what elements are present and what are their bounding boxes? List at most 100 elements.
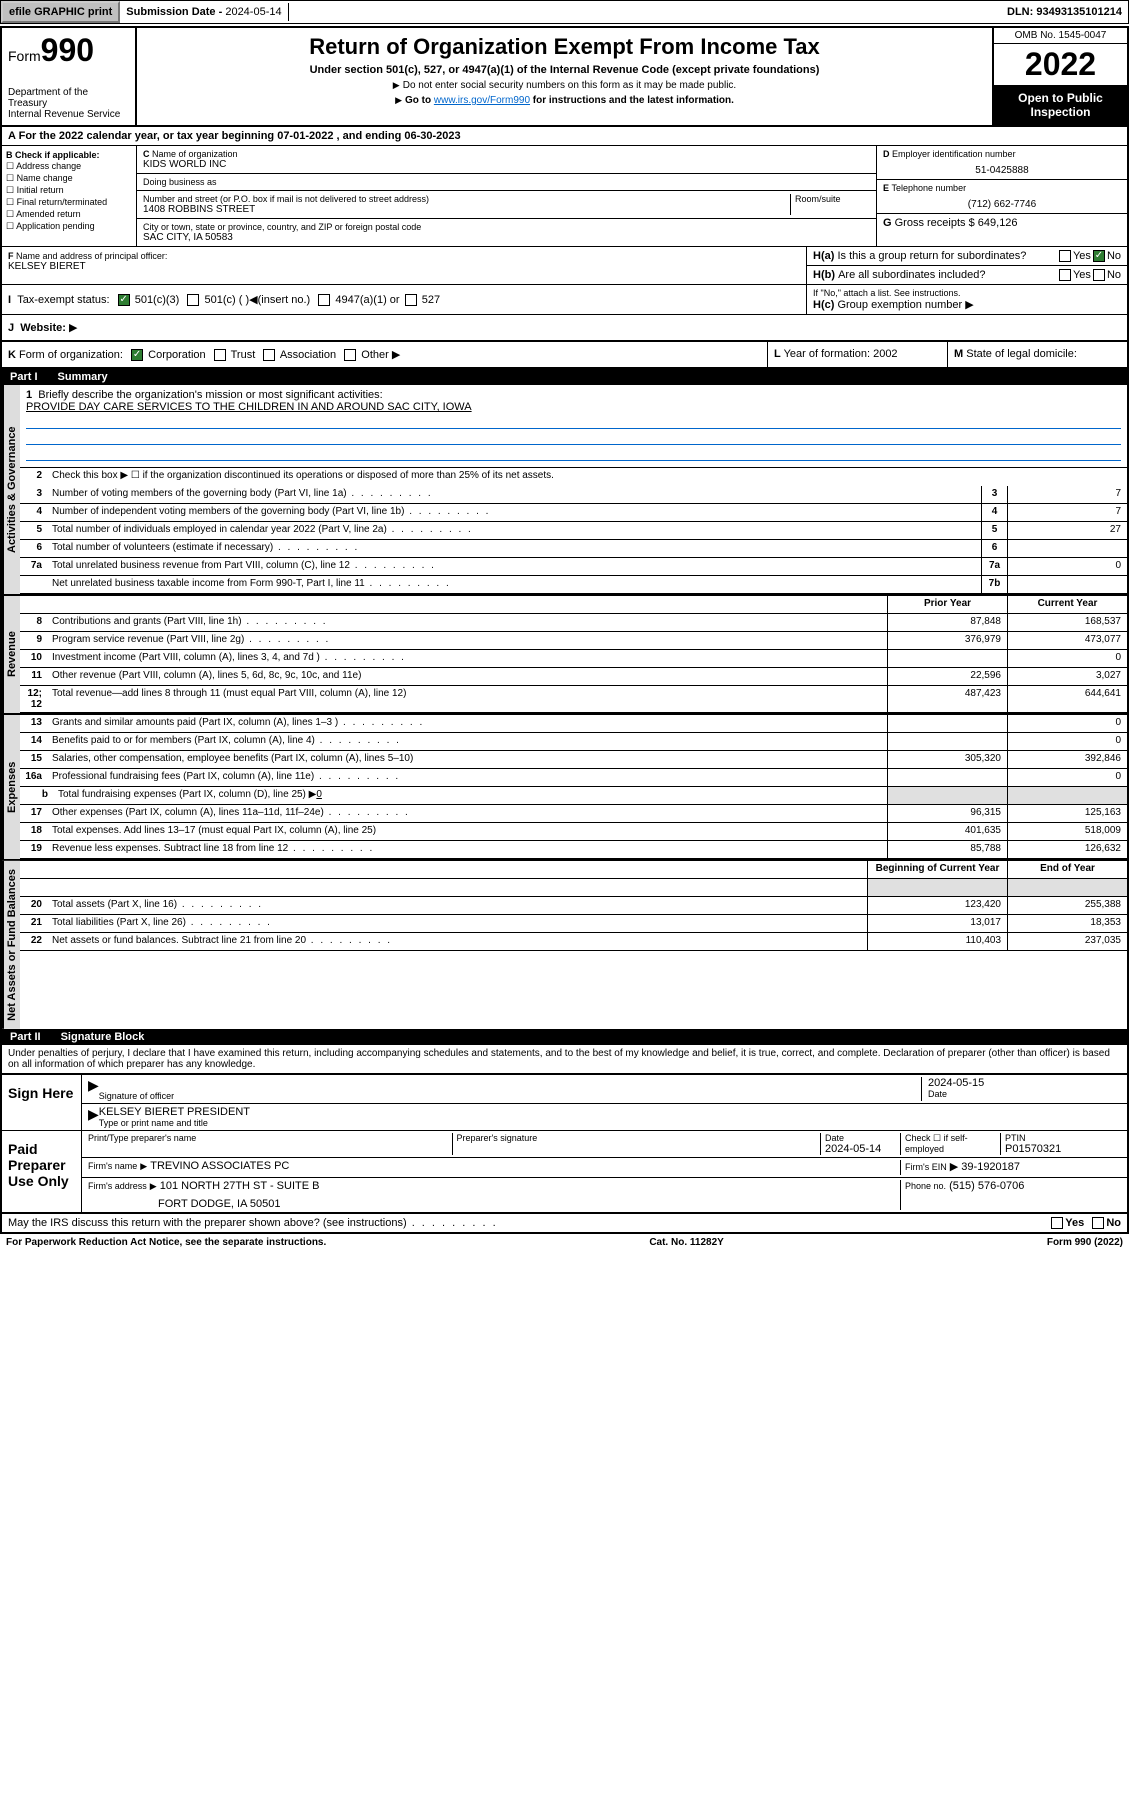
p22: 110,403 bbox=[867, 933, 1007, 950]
val-5: 27 bbox=[1007, 522, 1127, 539]
chk-trust[interactable] bbox=[214, 349, 226, 361]
chk-address-change[interactable]: ☐ Address change bbox=[6, 161, 132, 172]
paid-preparer-label: Paid Preparer Use Only bbox=[2, 1131, 82, 1212]
p12: 487,423 bbox=[887, 686, 1007, 712]
open-to-public: Open to Public Inspection bbox=[994, 85, 1127, 125]
chk-name-change[interactable]: ☐ Name change bbox=[6, 173, 132, 184]
chk-527[interactable] bbox=[405, 294, 417, 306]
dept-treasury: Department of the Treasury bbox=[8, 87, 129, 109]
arrow-icon: ▶ bbox=[88, 1077, 99, 1101]
val-4: 7 bbox=[1007, 504, 1127, 521]
p8: 87,848 bbox=[887, 614, 1007, 631]
val-6 bbox=[1007, 540, 1127, 557]
p10 bbox=[887, 650, 1007, 667]
section-d-e-g: D Employer identification number51-04258… bbox=[877, 146, 1127, 246]
chk-assoc[interactable] bbox=[263, 349, 275, 361]
firm-addr2: FORT DODGE, IA 50501 bbox=[158, 1198, 900, 1210]
chk-4947[interactable] bbox=[318, 294, 330, 306]
c13: 0 bbox=[1007, 715, 1127, 732]
expenses-section: Expenses 13Grants and similar amounts pa… bbox=[2, 715, 1127, 861]
form-ref: Form 990 (2022) bbox=[1047, 1237, 1123, 1248]
part1-header: Part ISummary bbox=[2, 369, 1127, 385]
c19: 126,632 bbox=[1007, 841, 1127, 858]
org-address: 1408 ROBBINS STREET bbox=[143, 204, 790, 215]
c14: 0 bbox=[1007, 733, 1127, 750]
p15: 305,320 bbox=[887, 751, 1007, 768]
phone: (712) 662-7746 bbox=[883, 199, 1121, 210]
form-number: Form990 bbox=[8, 32, 129, 69]
val-3: 7 bbox=[1007, 486, 1127, 503]
tab-revenue: Revenue bbox=[2, 596, 20, 713]
p20: 123,420 bbox=[867, 897, 1007, 914]
top-bar: efile GRAPHIC print Submission Date - 20… bbox=[0, 0, 1129, 24]
arrow-icon: ▶ bbox=[88, 1106, 99, 1128]
p18: 401,635 bbox=[887, 823, 1007, 840]
p16a bbox=[887, 769, 1007, 786]
activities-governance: Activities & Governance 1 Briefly descri… bbox=[2, 385, 1127, 596]
ein: 51-0425888 bbox=[883, 165, 1121, 176]
c18: 518,009 bbox=[1007, 823, 1127, 840]
omb-number: OMB No. 1545-0047 bbox=[994, 28, 1127, 44]
p17: 96,315 bbox=[887, 805, 1007, 822]
irs-link[interactable]: www.irs.gov/Form990 bbox=[434, 95, 530, 106]
val-7a: 0 bbox=[1007, 558, 1127, 575]
chk-final-return[interactable]: ☐ Final return/terminated bbox=[6, 197, 132, 208]
org-city: SAC CITY, IA 50583 bbox=[143, 232, 870, 243]
c16a: 0 bbox=[1007, 769, 1127, 786]
pra-notice: For Paperwork Reduction Act Notice, see … bbox=[6, 1237, 326, 1248]
c22: 237,035 bbox=[1007, 933, 1127, 950]
chk-hb-no[interactable] bbox=[1093, 269, 1105, 281]
tab-governance: Activities & Governance bbox=[2, 385, 20, 594]
note-ssn: Do not enter social security numbers on … bbox=[143, 80, 986, 91]
form-header: Form990 Department of the Treasury Inter… bbox=[0, 26, 1129, 127]
c8: 168,537 bbox=[1007, 614, 1127, 631]
note-link: Go to www.irs.gov/Form990 for instructio… bbox=[143, 95, 986, 106]
cat-number: Cat. No. 11282Y bbox=[649, 1237, 723, 1248]
firm-phone: (515) 576-0706 bbox=[949, 1180, 1024, 1192]
chk-501c3[interactable] bbox=[118, 294, 130, 306]
chk-discuss-no[interactable] bbox=[1092, 1217, 1104, 1229]
c15: 392,846 bbox=[1007, 751, 1127, 768]
p14 bbox=[887, 733, 1007, 750]
section-c: C Name of organizationKIDS WORLD INC Doi… bbox=[137, 146, 877, 246]
efile-print-button[interactable]: efile GRAPHIC print bbox=[1, 1, 120, 23]
fundraising-exp: 0 bbox=[316, 789, 322, 800]
perjury-declaration: Under penalties of perjury, I declare th… bbox=[2, 1045, 1127, 1073]
form-subtitle: Under section 501(c), 527, or 4947(a)(1)… bbox=[143, 64, 986, 76]
org-name: KIDS WORLD INC bbox=[143, 159, 870, 170]
prep-date: 2024-05-14 bbox=[825, 1143, 900, 1155]
form-body: A For the 2022 calendar year, or tax yea… bbox=[0, 127, 1129, 1075]
c10: 0 bbox=[1007, 650, 1127, 667]
c12: 644,641 bbox=[1007, 686, 1127, 712]
tax-year: 2022 bbox=[994, 44, 1127, 85]
section-b: B Check if applicable: ☐ Address change … bbox=[2, 146, 137, 246]
p9: 376,979 bbox=[887, 632, 1007, 649]
c20: 255,388 bbox=[1007, 897, 1127, 914]
chk-amended[interactable]: ☐ Amended return bbox=[6, 209, 132, 220]
mission-text: PROVIDE DAY CARE SERVICES TO THE CHILDRE… bbox=[26, 401, 1121, 413]
c11: 3,027 bbox=[1007, 668, 1127, 685]
net-assets-section: Net Assets or Fund Balances Beginning of… bbox=[2, 861, 1127, 1029]
chk-app-pending[interactable]: ☐ Application pending bbox=[6, 221, 132, 232]
part2-header: Part IISignature Block bbox=[2, 1029, 1127, 1045]
line-a-taxyear: A For the 2022 calendar year, or tax yea… bbox=[2, 127, 1127, 146]
tab-expenses: Expenses bbox=[2, 715, 20, 859]
principal-officer: KELSEY BIERET bbox=[8, 261, 800, 272]
chk-ha-yes[interactable] bbox=[1059, 250, 1071, 262]
dln: DLN: 93493135101214 bbox=[1001, 3, 1128, 21]
chk-discuss-yes[interactable] bbox=[1051, 1217, 1063, 1229]
irs-label: Internal Revenue Service bbox=[8, 109, 129, 120]
val-7b bbox=[1007, 576, 1127, 593]
tab-net-assets: Net Assets or Fund Balances bbox=[2, 861, 20, 1029]
chk-other[interactable] bbox=[344, 349, 356, 361]
chk-hb-yes[interactable] bbox=[1059, 269, 1071, 281]
firm-ein: 39-1920187 bbox=[961, 1161, 1020, 1173]
chk-501c[interactable] bbox=[187, 294, 199, 306]
chk-initial-return[interactable]: ☐ Initial return bbox=[6, 185, 132, 196]
officer-name-title: KELSEY BIERET PRESIDENT bbox=[99, 1106, 1121, 1118]
chk-ha-no[interactable] bbox=[1093, 250, 1105, 262]
sign-here-label: Sign Here bbox=[2, 1075, 82, 1130]
c9: 473,077 bbox=[1007, 632, 1127, 649]
page-footer: For Paperwork Reduction Act Notice, see … bbox=[0, 1234, 1129, 1251]
chk-corp[interactable] bbox=[131, 349, 143, 361]
